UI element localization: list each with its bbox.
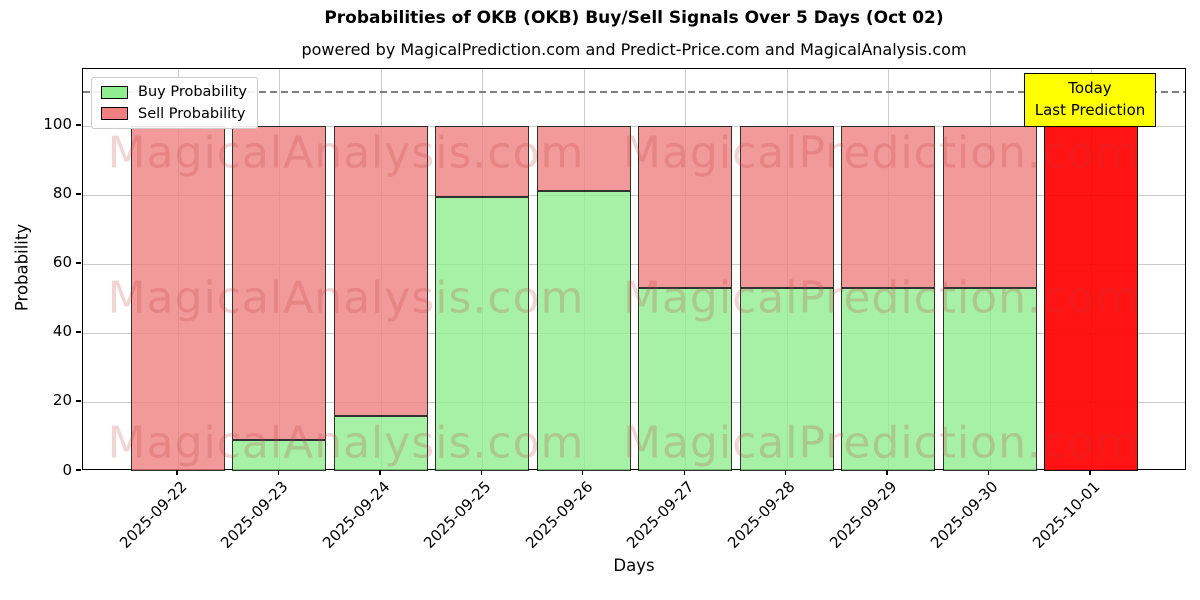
x-tick-label: 2025-09-24 [318,477,394,552]
sell-swatch [101,107,128,121]
dashed-threshold-line [83,91,1185,94]
gridline-h [83,332,1185,334]
watermark-text: MagicalPrediction.com [623,127,1139,179]
y-tick-label: 20 [52,391,72,410]
today-annotation-line1: Today [1068,79,1112,98]
bar-sell-segment [333,125,428,416]
y-tick-mark [76,193,81,195]
legend-item-buy: Buy Probability [101,85,247,100]
bar-sell-segment [232,125,327,440]
watermark-text: MagicalAnalysis.com [107,417,585,469]
x-tick-label: 2025-09-23 [217,477,292,552]
y-tick-mark [76,400,81,402]
gridline-h [83,263,1185,265]
y-tick-label: 0 [62,460,72,479]
bar-buy-segment [638,288,733,471]
bar-sell-segment [131,125,225,471]
bar-sell-segment [638,125,733,289]
y-tick-mark [76,331,81,333]
bar-sell-segment [942,125,1037,289]
legend-buy-label: Buy Probability [138,84,247,100]
today-annotation: Today Last Prediction [1024,73,1156,127]
y-axis-label: Probability [12,223,32,312]
bar-buy-segment [841,288,936,471]
today-annotation-line2: Last Prediction [1034,101,1146,119]
chart-title: Probabilities of OKB (OKB) Buy/Sell Sign… [324,8,944,28]
y-tick-mark [76,262,81,264]
legend-item-sell: Sell Probability [101,105,247,122]
bar-buy-segment [536,191,631,471]
legend-sell-label: Sell Probability [138,105,246,122]
x-tick-label: 2025-09-28 [724,477,799,552]
x-tick-label: 2025-10-01 [1028,477,1104,552]
bar-sell-segment [739,125,834,289]
x-tick-label: 2025-09-29 [826,477,901,552]
gridline-h [83,401,1185,403]
x-tick-label: 2025-09-22 [115,477,191,552]
x-tick-label: 2025-09-26 [521,477,597,552]
bar-buy-segment [232,439,327,471]
x-tick-label: 2025-09-30 [927,477,1002,552]
watermark-text: MagicalPrediction.com [623,272,1139,324]
watermark-text: MagicalAnalysis.com [107,127,585,179]
y-tick-mark [76,124,81,126]
watermark-text: MagicalAnalysis.com [107,272,585,324]
today-bar [1044,91,1138,471]
gridline-h [83,194,1185,196]
y-tick-label: 60 [52,253,72,272]
x-tick-label: 2025-09-27 [623,477,698,552]
bar-sell-segment [435,125,530,197]
y-tick-label: 40 [52,322,72,341]
bar-sell-segment [841,125,936,289]
y-tick-label: 80 [52,184,72,203]
plot-area: Buy Probability Sell Probability Today L… [82,68,1186,471]
x-axis-label: Days [613,556,655,575]
bar-buy-segment [739,288,834,471]
watermark-text: MagicalPrediction.com [623,417,1139,469]
y-tick-mark [76,469,81,471]
bar-sell-segment [536,125,631,192]
y-tick-label: 100 [43,115,72,134]
x-tick-label: 2025-09-25 [420,477,495,552]
chart-subtitle: powered by MagicalPrediction.com and Pre… [301,40,967,59]
gridline-h [83,125,1185,127]
buy-swatch [101,85,128,99]
legend: Buy Probability Sell Probability [91,77,258,129]
bar-buy-segment [333,415,428,471]
bar-buy-segment [435,196,530,471]
bar-buy-segment [942,288,1037,471]
